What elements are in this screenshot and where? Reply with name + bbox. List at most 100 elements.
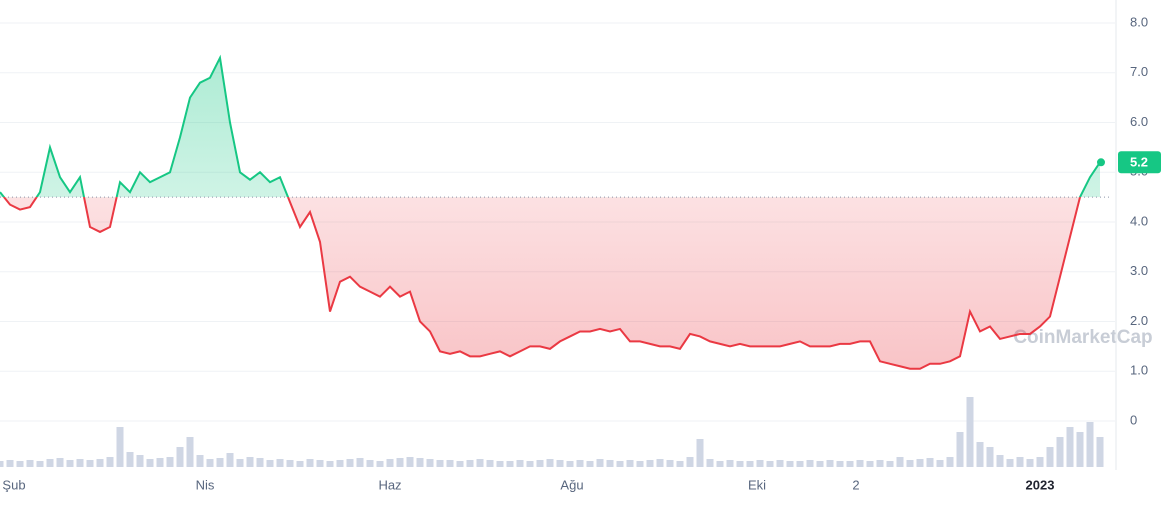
volume-bar xyxy=(36,461,44,467)
volume-bar xyxy=(1086,422,1094,467)
volume-bar xyxy=(606,460,614,467)
price-tag-label: 5.2 xyxy=(1130,155,1148,170)
y-tick-label: 8.0 xyxy=(1130,14,1148,29)
volume-bar xyxy=(536,460,544,467)
volume-bar xyxy=(646,460,654,467)
volume-bar xyxy=(656,459,664,467)
volume-bar xyxy=(866,461,874,467)
volume-bar xyxy=(76,459,84,467)
volume-bar xyxy=(576,460,584,467)
volume-bar xyxy=(466,460,474,467)
volume-bar xyxy=(756,460,764,467)
volume-bar xyxy=(716,461,724,467)
volume-bar xyxy=(906,460,914,467)
volume-bar xyxy=(496,461,504,467)
x-tick-label: Haz xyxy=(378,477,401,492)
volume-bar xyxy=(186,437,194,467)
volume-bar xyxy=(56,458,64,467)
volume-bar xyxy=(616,461,624,467)
volume-bar xyxy=(1056,437,1064,467)
end-dot xyxy=(1097,158,1105,167)
y-tick-label: 0 xyxy=(1130,412,1137,427)
volume-bar xyxy=(246,457,254,467)
volume-bar xyxy=(526,461,534,467)
volume-bar xyxy=(206,459,214,467)
volume-bar xyxy=(596,459,604,467)
volume-bar xyxy=(356,458,364,467)
volume-bar xyxy=(106,457,114,467)
y-tick-label: 4.0 xyxy=(1130,213,1148,228)
volume-bar xyxy=(166,457,174,467)
volume-bar xyxy=(86,460,94,467)
volume-bar xyxy=(966,397,974,467)
y-tick-label: 2.0 xyxy=(1130,313,1148,328)
volume-bar xyxy=(296,461,304,467)
volume-bar xyxy=(176,447,184,467)
volume-bar xyxy=(1076,432,1084,467)
volume-bar xyxy=(286,460,294,467)
watermark: CoinMarketCap xyxy=(1013,327,1152,348)
volume-bar xyxy=(776,460,784,467)
volume-bar xyxy=(976,442,984,467)
volume-bar xyxy=(376,461,384,467)
volume-bar xyxy=(936,460,944,467)
volume-bar xyxy=(846,461,854,467)
volume-bar xyxy=(446,460,454,467)
x-tick-label: Şub xyxy=(2,477,25,492)
volume-bar xyxy=(876,460,884,467)
volume-bar xyxy=(426,459,434,467)
volume-bar xyxy=(1026,459,1034,467)
volume-bar xyxy=(16,461,24,467)
volume-bar xyxy=(1016,457,1024,467)
volume-bar xyxy=(916,459,924,467)
volume-bar xyxy=(556,460,564,467)
y-tick-label: 7.0 xyxy=(1130,64,1148,79)
volume-bar xyxy=(786,461,794,467)
volume-bar xyxy=(566,461,574,467)
volume-bar xyxy=(826,460,834,467)
volume-bar xyxy=(456,461,464,467)
volume-bar xyxy=(336,460,344,467)
volume-bar xyxy=(0,461,4,467)
volume-bar xyxy=(96,459,104,467)
volume-bar xyxy=(236,459,244,467)
volume-bar xyxy=(946,457,954,467)
volume-bar xyxy=(996,455,1004,467)
volume-bar xyxy=(726,460,734,467)
volume-bar xyxy=(66,460,74,467)
x-tick-label: 2 xyxy=(852,477,859,492)
price-tag xyxy=(1118,151,1161,174)
volume-bar xyxy=(586,461,594,467)
volume-bar xyxy=(6,460,14,467)
volume-bar xyxy=(796,461,804,467)
y-tick-label: 3.0 xyxy=(1130,263,1148,278)
volume-bar xyxy=(926,458,934,467)
volume-bar xyxy=(636,461,644,467)
area-down xyxy=(0,197,1100,369)
volume-bar xyxy=(896,457,904,467)
volume-bar xyxy=(486,460,494,467)
volume-bar xyxy=(156,458,164,467)
volume-bar xyxy=(476,459,484,467)
volume-bar xyxy=(326,461,334,467)
y-tick-label: 1.0 xyxy=(1130,363,1148,378)
volume-bar xyxy=(506,461,514,467)
volume-bar xyxy=(136,455,144,467)
x-tick-label: 2023 xyxy=(1026,477,1055,492)
volume-bar xyxy=(216,458,224,467)
area-up xyxy=(0,57,1100,198)
volume-bar xyxy=(676,461,684,467)
volume-bar xyxy=(516,460,524,467)
y-tick-label: 6.0 xyxy=(1130,114,1148,129)
price-line-down xyxy=(2,197,1082,370)
volume-bar xyxy=(806,460,814,467)
volume-bar xyxy=(366,460,374,467)
volume-bar xyxy=(956,432,964,467)
volume-bar xyxy=(126,452,134,467)
volume-bar xyxy=(666,460,674,467)
volume-bar xyxy=(396,458,404,467)
volume-bar xyxy=(546,459,554,467)
volume-bar xyxy=(316,460,324,467)
volume-bar xyxy=(416,458,424,467)
